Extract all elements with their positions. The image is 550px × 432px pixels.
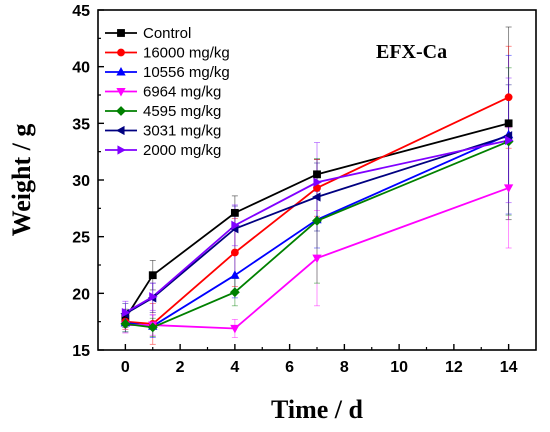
data-point-10556-mg-kg-2 — [230, 270, 240, 279]
y-tick-label-45: 45 — [72, 3, 90, 20]
x-tick-label-8: 8 — [340, 359, 349, 376]
data-point-6964-mg-kg-2 — [230, 324, 240, 334]
data-point-2000-mg-kg-4 — [505, 135, 514, 145]
data-point-control-4 — [504, 119, 513, 128]
legend-marker-control — [117, 29, 125, 37]
legend-label-2000-mg-kg: 2000 mg/kg — [143, 142, 221, 159]
chart-annotation: EFX-Ca — [376, 41, 447, 63]
data-point-4595-mg-kg-3 — [312, 215, 322, 226]
data-point-4595-mg-kg-2 — [229, 287, 240, 298]
x-tick-label-0: 0 — [121, 359, 130, 376]
legend-marker-2000-mg-kg — [117, 145, 126, 155]
series-markers — [120, 93, 514, 334]
x-tick-label-12: 12 — [445, 359, 463, 376]
y-tick-label-35: 35 — [72, 116, 90, 133]
y-tick-label-15: 15 — [72, 343, 90, 360]
y-axis-title: Weight / g — [7, 124, 36, 237]
data-point-2000-mg-kg-2 — [231, 220, 240, 230]
data-point-control-3 — [313, 170, 321, 179]
data-point-3031-mg-kg-3 — [312, 192, 321, 202]
data-point-16000-mg-kg-4 — [504, 93, 513, 102]
legend-label-10556-mg-kg: 10556 mg/kg — [143, 64, 230, 81]
data-point-6964-mg-kg-4 — [503, 184, 514, 193]
data-point-2000-mg-kg-1 — [149, 292, 158, 302]
x-tick-label-6: 6 — [285, 359, 294, 376]
data-point-4595-mg-kg-1 — [147, 322, 158, 333]
legend-label-16000-mg-kg: 16000 mg/kg — [143, 45, 230, 62]
legend-marker-16000-mg-kg — [117, 48, 125, 57]
data-point-2000-mg-kg-0 — [121, 307, 131, 318]
y-tick-label-20: 20 — [72, 286, 90, 303]
legend: Control 16000 mg/kg 10556 mg/kg 6964 mg/kg 4… — [105, 25, 230, 159]
y-tick-label-40: 40 — [72, 60, 90, 77]
legend-label-3031-mg-kg: 3031 mg/kg — [143, 123, 221, 140]
axis-ticks: 0 2 4 6 8 10 12 14 15 20 25 30 35 40 45 — [72, 3, 517, 376]
data-point-4595-mg-kg-0 — [120, 319, 131, 329]
y-tick-label-25: 25 — [72, 230, 90, 247]
legend-label-control: Control — [143, 25, 191, 42]
legend-label-4595-mg-kg: 4595 mg/kg — [143, 103, 221, 120]
x-tick-label-14: 14 — [500, 359, 518, 376]
x-tick-label-10: 10 — [390, 359, 408, 376]
legend-marker-10556-mg-kg — [116, 67, 126, 76]
data-point-2000-mg-kg-3 — [313, 177, 322, 187]
legend-marker-6964-mg-kg — [116, 87, 126, 97]
legend-marker-4595-mg-kg — [116, 106, 126, 116]
data-point-16000-mg-kg-2 — [230, 248, 239, 257]
x-tick-label-2: 2 — [176, 359, 185, 376]
y-tick-label-30: 30 — [72, 173, 90, 190]
legend-label-6964-mg-kg: 6964 mg/kg — [143, 84, 221, 101]
legend-marker-3031-mg-kg — [116, 125, 125, 136]
data-point-control-2 — [230, 208, 239, 217]
data-point-6964-mg-kg-3 — [312, 254, 322, 264]
x-tick-label-4: 4 — [230, 359, 239, 376]
data-point-control-1 — [148, 271, 157, 280]
x-axis-title: Time / d — [271, 395, 364, 424]
